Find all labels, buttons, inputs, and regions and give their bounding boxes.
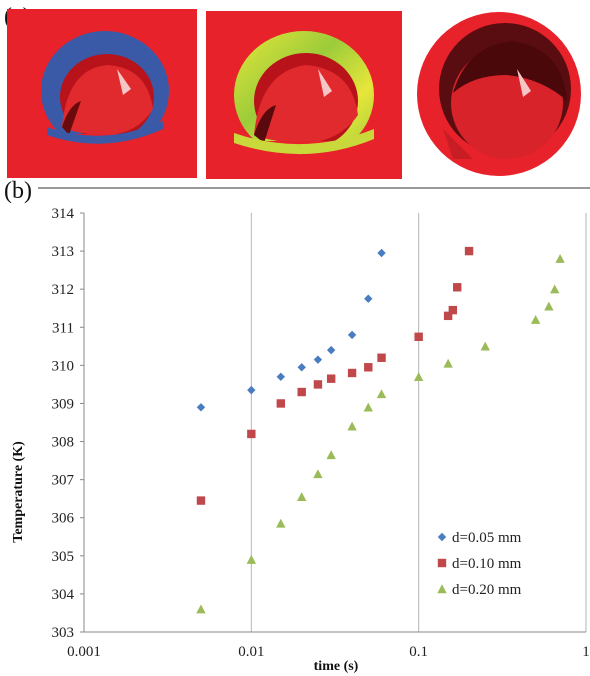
data-point-triangle: [326, 450, 336, 460]
x-tick-label: 0.1: [409, 644, 428, 660]
scatter-chart: 0.001 0.01 0.1 1 303 304 305 306 307 308 309 310 311…: [11, 187, 590, 674]
data-point-square: [364, 363, 373, 372]
legend: d=0.05 mm d=0.10 mm d=0.20 mm: [437, 530, 522, 598]
legend-label: d=0.05 mm: [452, 530, 522, 546]
data-point-square: [414, 332, 423, 341]
data-point-square: [297, 387, 306, 397]
y-axis-title: Temperature (K): [11, 441, 26, 543]
y-tick-label: 314: [52, 206, 75, 222]
data-point-diamond: [326, 345, 336, 355]
data-point-square: [247, 429, 256, 439]
data-point-triangle: [246, 554, 257, 564]
x-tick-label: 0.001: [67, 644, 101, 660]
y-tick-label: 313: [52, 244, 75, 260]
legend-marker-square: [437, 558, 447, 568]
sim-image-sphere-shell: [413, 9, 585, 179]
y-tick-label: 312: [52, 282, 75, 298]
y-tick-label: 310: [52, 358, 75, 374]
sim-image-temperature-ring: [206, 11, 402, 179]
data-point-triangle: [276, 518, 286, 528]
y-tick-label: 303: [52, 625, 75, 641]
data-point-square: [347, 368, 357, 378]
data-point-diamond: [377, 248, 386, 258]
data-point-diamond: [247, 385, 256, 395]
data-point-diamond: [313, 355, 323, 364]
x-axis-title: time (s): [314, 659, 359, 674]
y-tick-label: 306: [52, 511, 75, 527]
data-point-square: [313, 380, 323, 389]
data-point-diamond: [297, 363, 306, 372]
data-point-square: [448, 305, 458, 315]
data-point-square: [196, 496, 206, 505]
data-point-triangle: [413, 372, 424, 381]
axis-layer: 0.001 0.01 0.1 1 303 304 305 306 307 308 309 310 311…: [52, 206, 590, 660]
data-point-triangle: [480, 341, 490, 351]
y-tick-label: 311: [52, 320, 74, 336]
data-point-triangle: [555, 254, 565, 263]
y-tick-label: 308: [52, 435, 75, 451]
data-point-square: [464, 246, 474, 256]
data-point-diamond: [196, 403, 206, 412]
y-tick-label: 309: [52, 396, 75, 412]
x-tick-label: 1: [582, 644, 590, 660]
data-point-triangle: [363, 402, 373, 412]
data-point-triangle: [544, 301, 554, 311]
data-point-triangle: [376, 389, 387, 399]
data-point-triangle: [549, 284, 560, 294]
legend-label: d=0.20 mm: [452, 582, 522, 598]
legend-marker-diamond: [437, 532, 447, 542]
y-tick-label: 305: [52, 549, 75, 565]
legend-label: d=0.10 mm: [452, 556, 522, 572]
legend-marker-triangle: [437, 584, 447, 594]
data-point-diamond: [347, 330, 357, 340]
y-tick-label: 307: [52, 473, 75, 489]
y-tick-label: 304: [52, 587, 75, 603]
panel-b-label: (b): [4, 178, 32, 204]
data-point-triangle: [443, 358, 453, 368]
data-point-triangle: [313, 469, 323, 479]
data-point-square: [377, 353, 386, 362]
data-point-square: [453, 283, 462, 292]
data-point-diamond: [276, 372, 285, 381]
data-point-triangle: [297, 492, 307, 501]
data-point-diamond: [364, 294, 373, 303]
data-point-square: [326, 374, 336, 383]
data-point-triangle: [347, 421, 357, 431]
panel-a: (a): [0, 0, 590, 186]
data-point-triangle: [530, 314, 541, 324]
points-layer: [196, 246, 565, 614]
x-tick-label: 0.01: [238, 644, 264, 660]
data-point-triangle: [196, 604, 206, 614]
data-point-square: [443, 311, 453, 321]
sim-image-blue-ring: [7, 9, 197, 178]
data-point-square: [276, 399, 285, 408]
